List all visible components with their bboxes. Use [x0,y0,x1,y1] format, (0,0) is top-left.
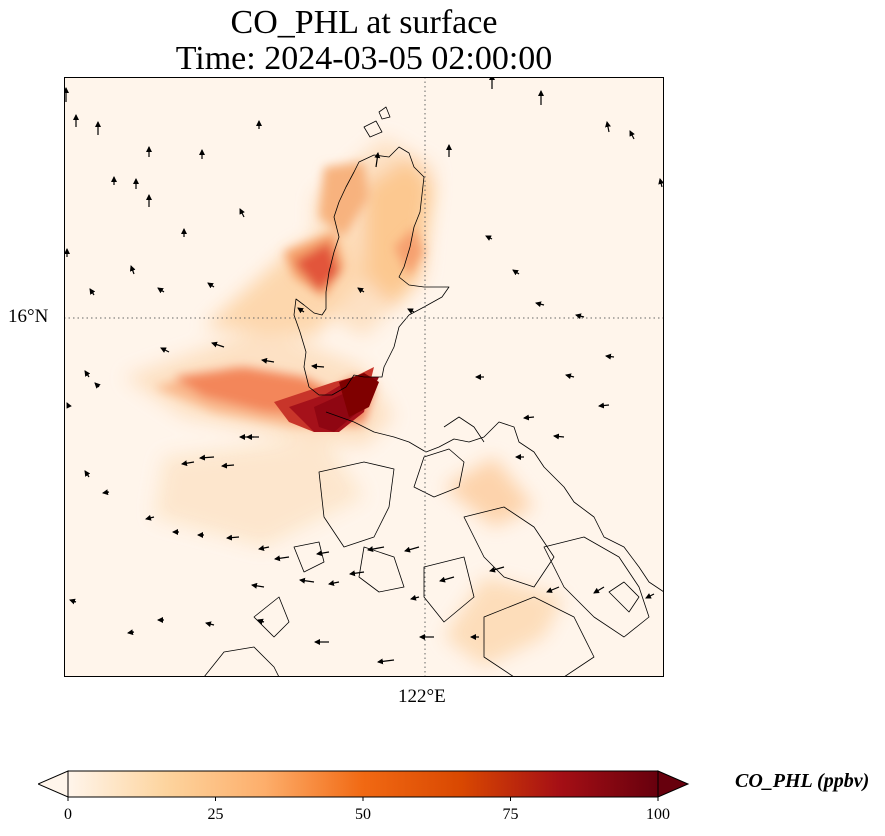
wind-arrow-icon [251,582,265,589]
wind-arrow-icon [605,353,615,360]
map-panel[interactable] [64,77,664,677]
wind-arrow-icon [207,282,215,289]
wind-arrow-icon [129,265,136,275]
wind-arrow-icon [489,566,505,573]
colorbar-tick-label: 50 [355,806,371,823]
wind-arrow-icon [127,629,135,636]
wind-arrow-icon [598,402,610,409]
wind-arrow-icon [297,307,305,314]
wind-arrow-icon [89,288,96,296]
wind-arrow-icon [658,178,664,188]
wind-arrow-icon [258,545,270,551]
wind-arrow-icon [199,454,215,461]
wind-arrow-icon [553,433,565,440]
colorbar-max-extend [657,770,690,798]
wind-arrow-icon [439,576,455,583]
wind-arrow-icon [593,586,605,594]
colorbar-min-extend [38,770,69,798]
colorbar-gradient [67,770,659,798]
map-frame [64,77,664,677]
wind-arrow-icon [181,460,195,467]
coastlines [203,106,664,677]
wind-arrow-icon [257,618,265,625]
lon-tick-label: 122°E [398,686,446,707]
wind-arrow-icon [523,414,535,421]
colorbar-tick-label: 100 [646,806,670,823]
colorbar-tick-label: 25 [207,806,224,823]
colorbar [38,770,690,801]
wind-arrow-icon [221,462,235,469]
wind-arrow-icon [205,621,215,628]
wind-arrow-icon [299,577,315,584]
wind-arrow-icon [328,580,340,586]
wind-arrow-icon [546,586,560,593]
wind-arrow-icon [261,357,275,364]
wind-arrow-icon [377,658,395,665]
wind-arrow-icon [605,121,611,133]
wind-arrow-icon [311,363,325,370]
wind-arrow-icon [374,152,381,168]
wind-arrow-icon [84,470,91,478]
wind-arrow-icon [211,341,225,348]
wind-arrow-icon [407,308,415,314]
wind-arrow-icon [239,208,245,218]
wind-arrow-icon [84,370,91,378]
wind-arrow-icon [102,489,110,496]
wind-arrow-icon [485,235,493,241]
map-time: Time: 2024-03-05 02:00:00 [175,40,553,77]
colorbar-tick-label: 75 [502,806,519,823]
colorbar-tick-label: 0 [64,806,72,823]
wind-arrow-icon [410,594,420,601]
map-title: CO_PHL at surface [230,4,498,41]
wind-arrow-icon [226,534,240,541]
wind-arrow-icon [512,269,520,276]
wind-arrow-icon [316,550,330,557]
wind-arrow-icon [274,555,290,562]
wind-arrow-icon [349,570,365,577]
wind-arrow-icon [575,313,585,320]
lat-tick-label: 16°N [8,306,49,327]
wind-arrow-icon [66,402,72,409]
wind-arrow-icon [69,598,77,605]
wind-arrow-icon [367,546,385,553]
wind-arrow-icon [145,514,155,521]
colorbar-label: CO_PHL (ppbv) [735,770,870,792]
wind-arrow-icon [629,130,635,140]
wind-arrow-icon [157,287,165,294]
gridlines [64,77,664,677]
wind-vectors [64,77,664,665]
wind-arrow-icon [645,593,655,599]
wind-arrow-icon [94,382,101,389]
wind-arrow-icon [357,287,365,294]
co-concentration-field [124,137,564,667]
wind-arrow-icon [404,546,420,553]
wind-arrow-icon [535,301,545,308]
wind-arrow-icon [565,373,575,380]
wind-arrow-icon [160,347,170,353]
